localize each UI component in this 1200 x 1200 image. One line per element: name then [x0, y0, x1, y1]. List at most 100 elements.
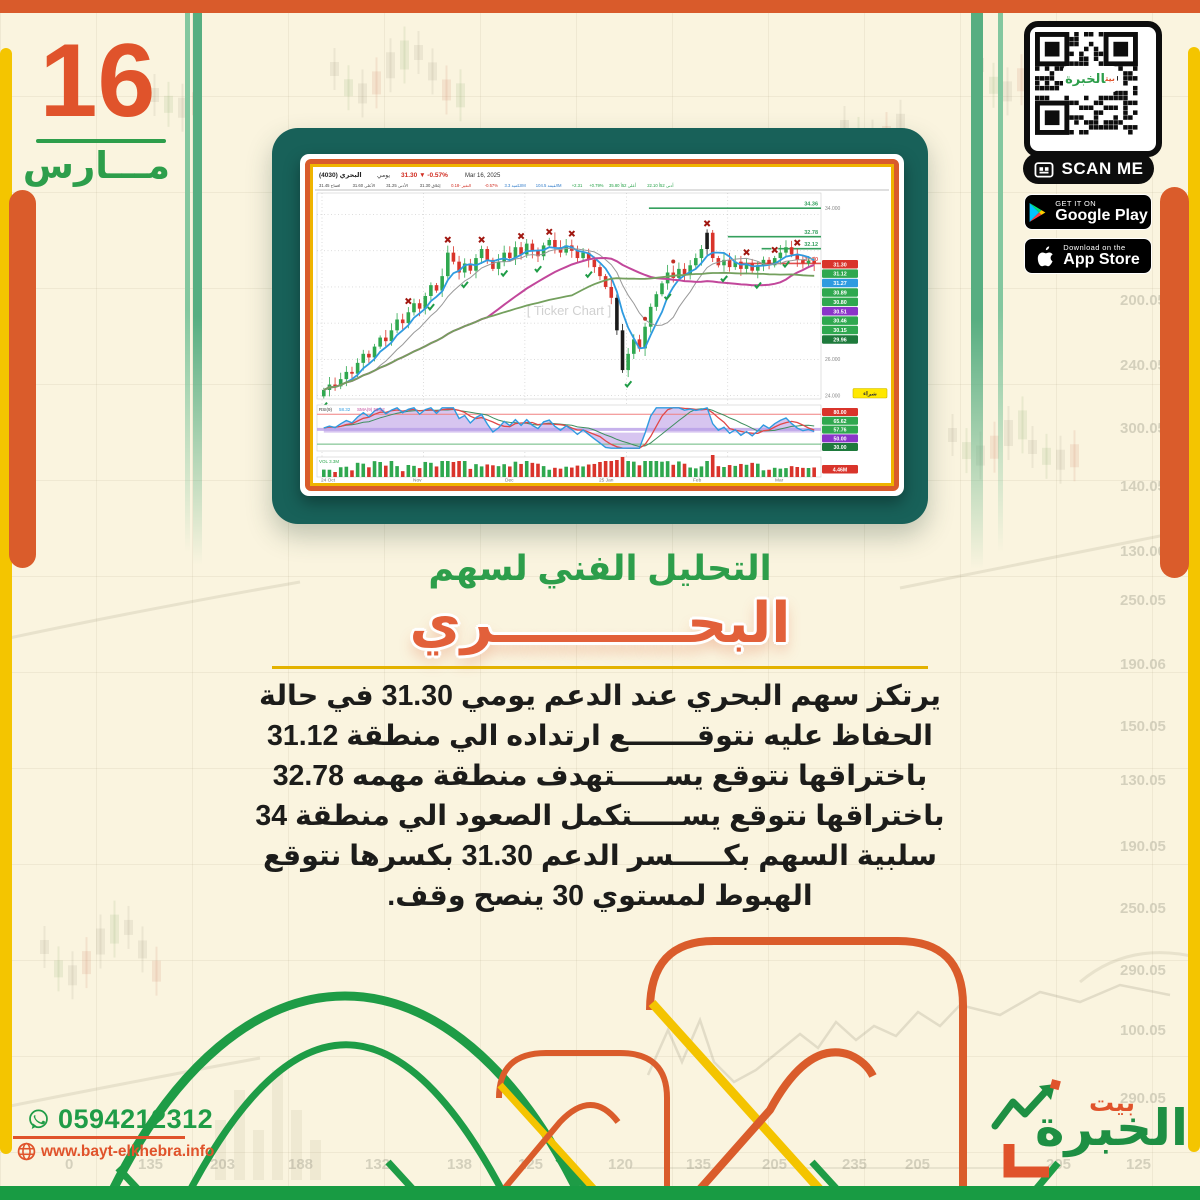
svg-text:32.78: 32.78: [804, 230, 818, 236]
brand-word-top: بيت: [1088, 1089, 1135, 1117]
svg-text:24 Oct: 24 Oct: [321, 478, 336, 484]
bg-number: 125: [1126, 1156, 1152, 1173]
stock-name-title: البحــــــــــري: [409, 591, 791, 654]
house-icon: [1003, 1144, 1049, 1178]
contact-divider: [13, 1136, 185, 1139]
analysis-line: الهبوط لمستوي 30 ينصح وقف.: [387, 880, 813, 912]
svg-text:65.62: 65.62: [834, 419, 847, 425]
app-store-badge[interactable]: Download on the App Store: [1024, 238, 1152, 274]
phone-number: 0594212312: [58, 1104, 214, 1134]
svg-text:30.46: 30.46: [833, 319, 847, 325]
bg-number: 120: [608, 1156, 634, 1173]
left-orange-bar: [9, 190, 36, 568]
svg-text:القيمة 104.5M: القيمة 104.5M: [536, 183, 562, 188]
right-orange-bar: [1160, 187, 1189, 578]
svg-text:+2.31: +2.31: [572, 183, 583, 188]
bg-number: 135: [138, 1156, 164, 1173]
svg-text:80.00: 80.00: [834, 410, 847, 416]
analysis-line: الحفاظ عليه نتوقـــــــع ارتداده الي منط…: [267, 720, 933, 752]
bg-number: 188: [288, 1156, 314, 1173]
svg-text:Mar: Mar: [775, 478, 784, 484]
svg-text:30.51: 30.51: [833, 309, 847, 315]
svg-text:30.89: 30.89: [833, 291, 847, 297]
chart-gold-frame: البحري (4030) يومي 31.30 ▼ -0.57% Mar 16, 2…: [310, 164, 894, 486]
qr-center-logo: بيتالخبرة: [1063, 66, 1117, 92]
svg-text:30.15: 30.15: [833, 328, 847, 334]
svg-text:26.000: 26.000: [825, 357, 841, 363]
date-divider: [36, 139, 166, 143]
bg-number: 300.05: [1120, 420, 1166, 437]
svg-text:25 Jan: 25 Jan: [599, 478, 614, 484]
svg-text:يومي: يومي: [377, 173, 390, 179]
svg-text:الأعلى 31.60: الأعلى 31.60: [353, 183, 376, 188]
trend-arrow-icon: [991, 1079, 1061, 1130]
svg-text:4.46M: 4.46M: [833, 467, 847, 473]
svg-text:-0.57%: -0.57%: [485, 183, 499, 188]
svg-text:التغير -0.18: التغير -0.18: [451, 183, 471, 188]
svg-text:31.30: 31.30: [833, 262, 847, 268]
svg-text:Mar 16, 2025: Mar 16, 2025: [465, 173, 501, 179]
apple-icon: [1038, 245, 1053, 266]
svg-text:إغلاق 31.30: إغلاق 31.30: [420, 183, 441, 189]
bg-number: 138: [447, 1156, 473, 1173]
svg-text:شراء: شراء: [863, 392, 877, 398]
bottom-green-bar: [0, 1186, 1200, 1200]
svg-text:الكمية 3.3M: الكمية 3.3M: [505, 183, 527, 188]
bg-number: 250.05: [1120, 900, 1166, 917]
google-play-tagline: GET IT ON: [1055, 198, 1097, 208]
chart-card: البحري (4030) يومي 31.30 ▼ -0.57% Mar 16, 2…: [300, 154, 904, 496]
bg-number: 0: [65, 1156, 74, 1173]
svg-text:31.30 ▼ -0.57%: 31.30 ▼ -0.57%: [401, 172, 448, 179]
bg-number: 135: [686, 1156, 712, 1173]
svg-text:58.32: 58.32: [339, 407, 351, 412]
svg-text:Dec: Dec: [505, 478, 514, 484]
svg-text:30.80: 30.80: [833, 300, 847, 306]
bg-number: 205: [905, 1156, 931, 1173]
green-stripe-left-thin: [185, 13, 190, 553]
bg-number: 190.06: [1120, 656, 1166, 673]
whatsapp-contact: 0594212312: [27, 1104, 213, 1135]
svg-text:31.30: 31.30: [804, 257, 818, 263]
svg-text:32.12: 32.12: [804, 242, 818, 248]
svg-text:30.00: 30.00: [834, 445, 847, 451]
right-yellow-bar: [1188, 47, 1200, 1152]
chart-orange-frame: البحري (4030) يومي 31.30 ▼ -0.57% Mar 16, 2…: [305, 159, 899, 491]
qr-logo-top: بيت: [1105, 74, 1115, 83]
svg-text:SMA(9) 56.12: SMA(9) 56.12: [357, 407, 385, 412]
bg-number: 240.05: [1120, 357, 1166, 374]
analysis-line: باختراقها نتوقع يســـــتكمل الصعود الي م…: [255, 800, 945, 832]
analysis-line: سلبية السهم بكـــــسر الدعم 31.30 بكسرها…: [263, 840, 937, 872]
bg-number: 150.05: [1120, 718, 1166, 735]
svg-text:+0.79%: +0.79%: [589, 183, 604, 188]
whatsapp-icon: [29, 1109, 48, 1129]
svg-text:أعلى 52أ 35.80: أعلى 52أ 35.80: [609, 182, 636, 188]
green-stripe-left-wide: [193, 13, 202, 565]
app-store-tagline: Download on the: [1063, 242, 1126, 252]
svg-text:31.27: 31.27: [833, 281, 847, 287]
google-play-badge[interactable]: GET IT ON Google Play: [1024, 194, 1152, 230]
google-play-icon: [1029, 202, 1046, 222]
scan-me-button[interactable]: SCAN ME: [1023, 153, 1154, 184]
google-play-name: Google Play: [1055, 206, 1148, 224]
section-heading: التحليل الفني لسهم: [428, 549, 772, 588]
green-stripe-right-wide: [971, 13, 983, 569]
bg-number: 100.05: [1120, 1022, 1166, 1039]
gold-divider: [272, 666, 928, 669]
svg-text:Nov: Nov: [413, 478, 422, 484]
svg-text:البحري (4030): البحري (4030): [319, 172, 362, 179]
bg-number: 140.05: [1120, 478, 1166, 495]
analysis-paragraph: يرتكز سهم البحري عند الدعم يومي 31.30 في…: [250, 676, 950, 916]
bg-number: 130.05: [1120, 772, 1166, 789]
website-contact: www.bayt-elkhebra.info: [17, 1142, 214, 1161]
svg-text:[ Ticker Chart ]: [ Ticker Chart ]: [527, 303, 612, 318]
bg-number: 203: [210, 1156, 236, 1173]
brand-word-main: الخبرة: [1035, 1100, 1188, 1156]
top-orange-bar: [0, 0, 1200, 13]
website-url: www.bayt-elkhebra.info: [41, 1142, 215, 1160]
analysis-line: باختراقها نتوقع يســـــتهدف منطقة مهمه 3…: [272, 760, 928, 792]
svg-text:24.000: 24.000: [825, 393, 841, 399]
bg-number: 290.05: [1120, 1090, 1166, 1107]
svg-text:29.96: 29.96: [833, 338, 847, 344]
